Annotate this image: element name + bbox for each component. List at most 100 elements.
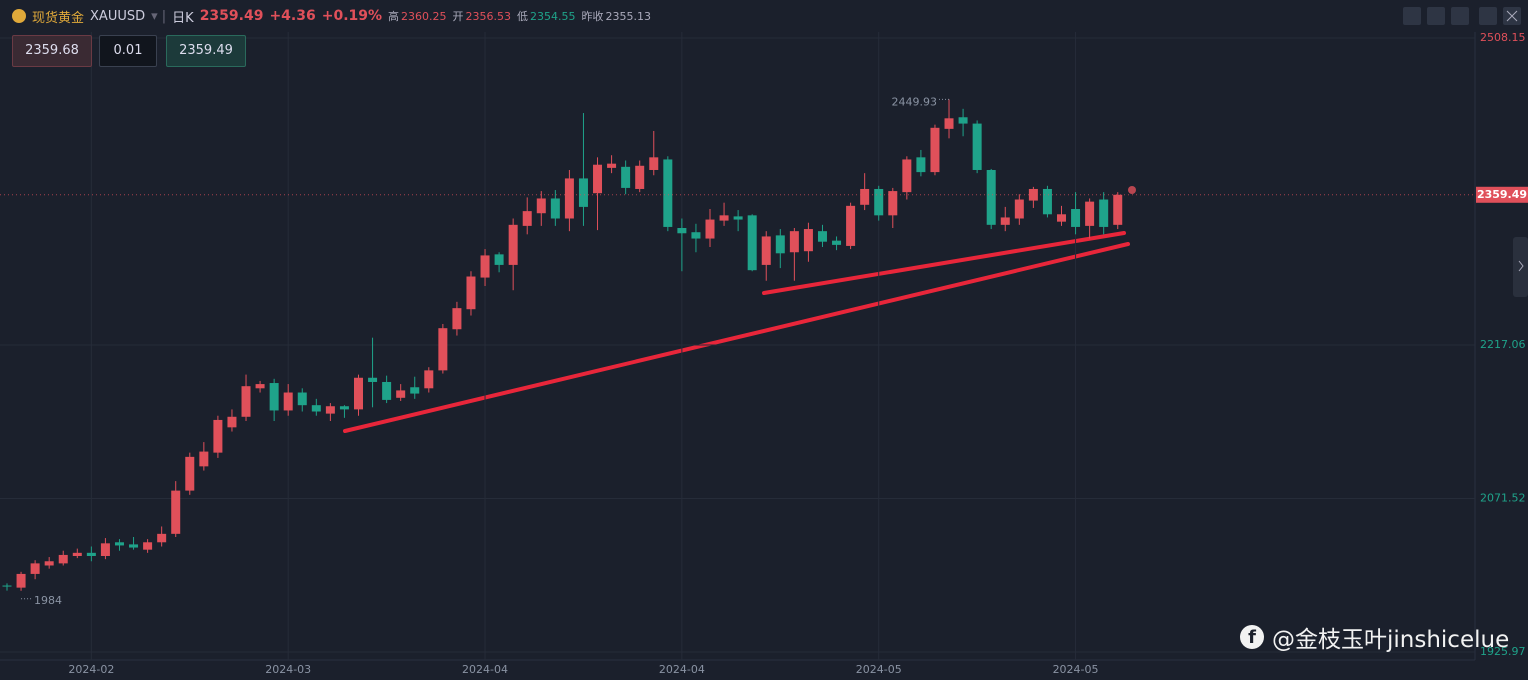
candle-body: [522, 211, 532, 226]
candle-body: [396, 390, 406, 398]
candle-body: [1014, 199, 1024, 219]
candle-body: [986, 169, 996, 225]
toolbar: [1403, 7, 1521, 25]
high-annotation: 2449.93: [892, 95, 938, 108]
low-annotation: 1984: [34, 594, 62, 607]
candle-body: [129, 544, 139, 548]
candle-body: [199, 451, 209, 467]
candle-body: [114, 542, 124, 546]
tool-button[interactable]: [1403, 7, 1421, 25]
candle-body: [747, 215, 757, 271]
trend-line[interactable]: [343, 242, 1130, 433]
candle-body: [1057, 214, 1066, 222]
candle-body: [958, 117, 968, 124]
x-tick-label: 2024-04: [462, 663, 508, 676]
candle-body: [2, 585, 12, 587]
candle-body: [902, 159, 912, 193]
x-tick-label: 2024-04: [659, 663, 705, 676]
value: 2360.25: [401, 9, 447, 23]
candle-body: [494, 254, 504, 265]
candle-body: [761, 236, 771, 265]
candle-body: [564, 178, 574, 219]
y-tick-label: 2508.15: [1480, 31, 1526, 44]
candle-body: [213, 419, 223, 453]
x-tick-label: 2024-05: [1053, 663, 1099, 676]
y-tick-label: 2217.06: [1480, 338, 1526, 351]
candle-body: [663, 159, 673, 227]
candle-body: [438, 328, 448, 371]
bid-button[interactable]: 2359.49: [166, 35, 246, 67]
candle-body: [649, 157, 659, 170]
candle-body: [691, 232, 701, 239]
candle-body: [480, 255, 490, 278]
y-tick-label: 2071.52: [1480, 491, 1526, 504]
candle-body: [874, 188, 884, 216]
label: 昨收: [581, 10, 604, 23]
candle-body: [1099, 199, 1109, 227]
candle-body: [44, 561, 54, 566]
candle-body: [452, 308, 462, 330]
candle-body: [733, 216, 743, 220]
tool-button[interactable]: [1479, 7, 1497, 25]
x-tick-label: 2024-05: [856, 663, 902, 676]
tool-button[interactable]: [1427, 7, 1445, 25]
candle-body: [100, 543, 110, 556]
name: 现货黄金: [32, 10, 85, 26]
ask-button[interactable]: 2359.68: [12, 35, 92, 67]
candle-body: [143, 542, 153, 550]
candle-body: [677, 227, 687, 234]
candle-body: [536, 198, 546, 214]
x-tick-label: 2024-03: [265, 663, 311, 676]
period[interactable]: 日K: [172, 10, 194, 26]
candle-body: [171, 490, 181, 534]
change-pct: +0.19%: [321, 8, 383, 24]
candle-body: [269, 383, 279, 411]
value: 2354.55: [530, 9, 576, 23]
symbol[interactable]: XAUUSD: [90, 8, 146, 24]
candle-body: [846, 205, 856, 246]
candle-body: [1085, 201, 1095, 226]
price-tag-label: 2359.49: [1477, 188, 1527, 201]
candle-body: [578, 178, 588, 207]
close-icon: [1506, 10, 1518, 22]
label: 低: [517, 10, 529, 23]
value: 2355.13: [605, 9, 652, 23]
candle-body: [888, 191, 898, 216]
candle-body: [593, 164, 603, 194]
candle-body: [72, 552, 82, 556]
candle-body: [916, 157, 926, 173]
candle-body: [382, 381, 392, 400]
candle-body: [944, 118, 954, 129]
candle-body: [607, 163, 617, 168]
candle-body: [635, 165, 645, 189]
candle-body: [775, 235, 785, 254]
candle-body: [410, 387, 420, 394]
candle-body: [466, 276, 476, 310]
tool-button[interactable]: [1451, 7, 1469, 25]
candle-body: [930, 127, 940, 173]
candle-body: [325, 406, 335, 414]
candle-body: [1028, 188, 1038, 201]
side-tab-arrow: [1518, 260, 1524, 272]
price: 2359.49: [199, 8, 264, 24]
candle-body: [621, 166, 631, 188]
label: 开: [452, 10, 464, 23]
candle-body: [241, 386, 251, 417]
candle-body: [283, 392, 293, 411]
change: +4.36: [269, 8, 316, 24]
lot-input[interactable]: 0.01: [99, 35, 157, 67]
side-tab[interactable]: [1513, 237, 1528, 297]
label: 高: [388, 10, 400, 23]
price-dot: [1128, 186, 1136, 194]
trend-line[interactable]: [762, 231, 1126, 295]
candle-body: [185, 456, 195, 491]
candle-body: [860, 188, 870, 205]
price-tag: [1476, 186, 1528, 203]
candle-body: [803, 229, 813, 252]
candle-body: [157, 533, 167, 543]
candle-body: [227, 416, 237, 428]
watermark: f @金枝玉叶jinshicelue: [1240, 620, 1509, 654]
candle-body: [311, 405, 321, 412]
